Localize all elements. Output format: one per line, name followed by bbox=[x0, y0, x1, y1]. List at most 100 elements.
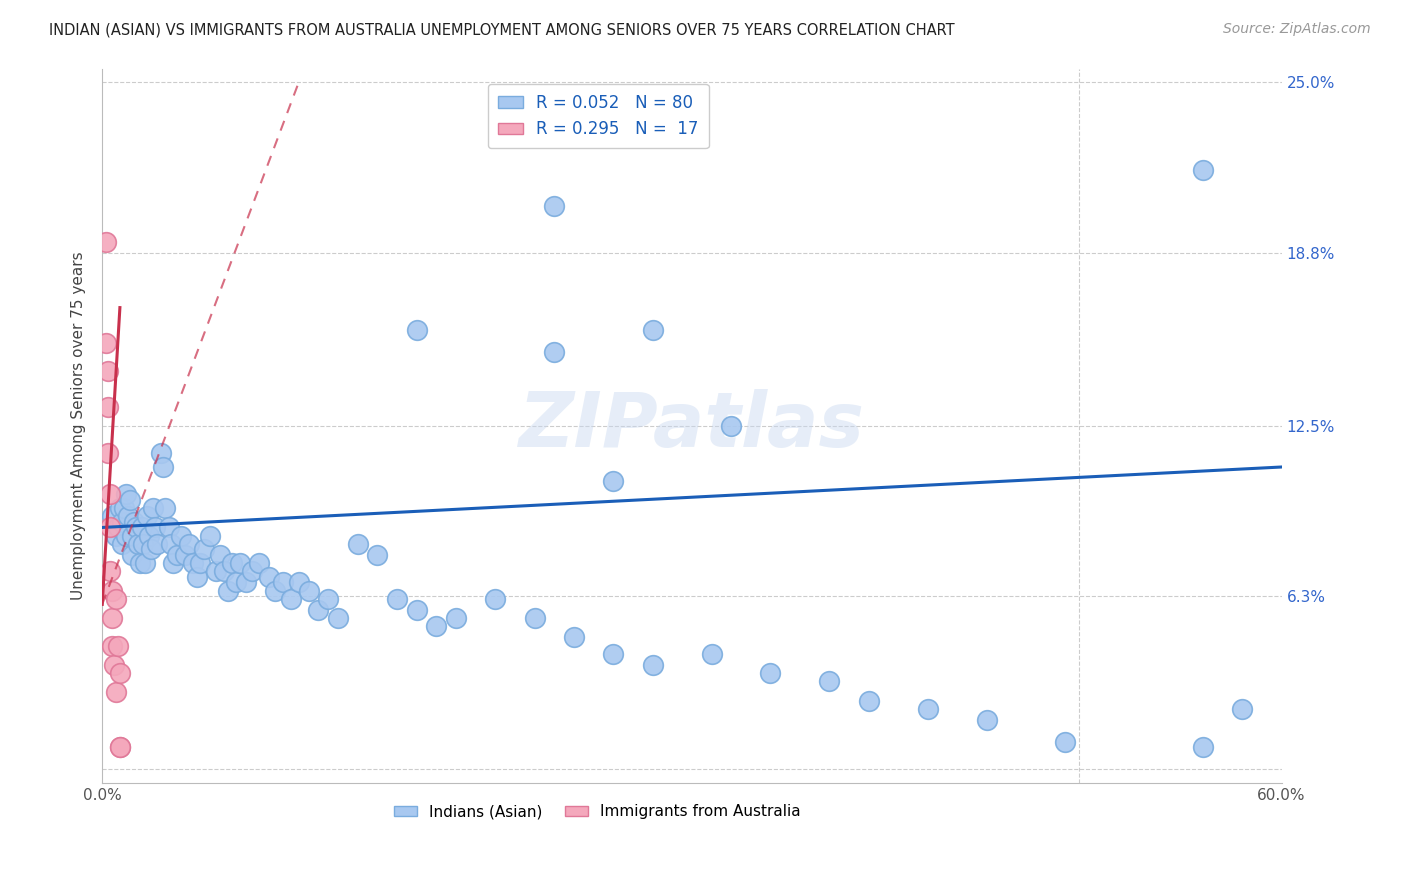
Point bbox=[205, 565, 228, 579]
Point bbox=[104, 591, 127, 606]
Point bbox=[602, 647, 624, 661]
Point bbox=[641, 323, 664, 337]
Point bbox=[543, 199, 565, 213]
Point bbox=[264, 583, 287, 598]
Point bbox=[720, 418, 742, 433]
Text: ZIPatlas: ZIPatlas bbox=[519, 389, 865, 463]
Point bbox=[124, 520, 146, 534]
Point bbox=[1054, 735, 1077, 749]
Point bbox=[562, 631, 585, 645]
Point bbox=[200, 529, 222, 543]
Point bbox=[146, 537, 169, 551]
Point bbox=[97, 446, 120, 460]
Point bbox=[602, 474, 624, 488]
Point bbox=[157, 520, 180, 534]
Point bbox=[249, 556, 271, 570]
Point bbox=[132, 537, 155, 551]
Point bbox=[98, 565, 121, 579]
Point bbox=[101, 639, 124, 653]
Point bbox=[177, 537, 200, 551]
Point bbox=[425, 619, 447, 633]
Point bbox=[118, 493, 141, 508]
Point bbox=[104, 529, 127, 543]
Point bbox=[107, 520, 129, 534]
Point bbox=[97, 400, 120, 414]
Point bbox=[141, 542, 163, 557]
Point bbox=[153, 501, 176, 516]
Point bbox=[190, 556, 212, 570]
Point bbox=[160, 537, 183, 551]
Point bbox=[136, 509, 159, 524]
Point bbox=[976, 713, 998, 727]
Point bbox=[128, 556, 150, 570]
Point bbox=[1192, 163, 1215, 178]
Point bbox=[385, 591, 408, 606]
Point bbox=[94, 235, 117, 249]
Point bbox=[259, 570, 281, 584]
Point bbox=[217, 583, 239, 598]
Point bbox=[108, 666, 131, 681]
Point bbox=[108, 740, 131, 755]
Point bbox=[97, 364, 120, 378]
Point bbox=[104, 685, 127, 699]
Point bbox=[98, 520, 121, 534]
Point bbox=[225, 575, 247, 590]
Point bbox=[297, 583, 319, 598]
Point bbox=[366, 548, 388, 562]
Point bbox=[229, 556, 252, 570]
Point bbox=[166, 548, 188, 562]
Point bbox=[108, 740, 131, 755]
Point bbox=[112, 501, 135, 516]
Point bbox=[107, 639, 129, 653]
Point bbox=[101, 583, 124, 598]
Point bbox=[121, 529, 143, 543]
Point bbox=[326, 611, 349, 625]
Point bbox=[543, 344, 565, 359]
Point bbox=[212, 565, 235, 579]
Point bbox=[818, 674, 841, 689]
Point bbox=[484, 591, 506, 606]
Point bbox=[346, 537, 368, 551]
Point bbox=[1192, 740, 1215, 755]
Point bbox=[307, 603, 329, 617]
Point bbox=[134, 556, 156, 570]
Point bbox=[181, 556, 204, 570]
Point bbox=[127, 537, 149, 551]
Text: INDIAN (ASIAN) VS IMMIGRANTS FROM AUSTRALIA UNEMPLOYMENT AMONG SENIORS OVER 75 Y: INDIAN (ASIAN) VS IMMIGRANTS FROM AUSTRA… bbox=[49, 22, 955, 37]
Point bbox=[271, 575, 294, 590]
Text: Source: ZipAtlas.com: Source: ZipAtlas.com bbox=[1223, 22, 1371, 37]
Point bbox=[858, 693, 880, 707]
Point bbox=[152, 460, 174, 475]
Point bbox=[111, 537, 134, 551]
Point bbox=[114, 487, 136, 501]
Point bbox=[143, 520, 166, 534]
Point bbox=[193, 542, 215, 557]
Point bbox=[162, 556, 184, 570]
Point bbox=[186, 570, 208, 584]
Point bbox=[287, 575, 309, 590]
Point bbox=[101, 611, 124, 625]
Point bbox=[94, 336, 117, 351]
Point bbox=[523, 611, 546, 625]
Point bbox=[114, 529, 136, 543]
Point bbox=[316, 591, 339, 606]
Point bbox=[111, 515, 134, 529]
Point bbox=[1232, 702, 1254, 716]
Point bbox=[759, 666, 782, 681]
Point bbox=[117, 509, 139, 524]
Point bbox=[173, 548, 195, 562]
Point bbox=[98, 487, 121, 501]
Point bbox=[641, 657, 664, 672]
Point bbox=[235, 575, 257, 590]
Point bbox=[700, 647, 723, 661]
Point bbox=[170, 529, 193, 543]
Point bbox=[240, 565, 263, 579]
Legend: Indians (Asian), Immigrants from Australia: Indians (Asian), Immigrants from Austral… bbox=[388, 798, 807, 825]
Point bbox=[121, 548, 143, 562]
Point bbox=[917, 702, 939, 716]
Point bbox=[103, 657, 125, 672]
Point bbox=[405, 603, 427, 617]
Y-axis label: Unemployment Among Seniors over 75 years: Unemployment Among Seniors over 75 years bbox=[72, 252, 86, 600]
Point bbox=[150, 446, 173, 460]
Point bbox=[101, 509, 124, 524]
